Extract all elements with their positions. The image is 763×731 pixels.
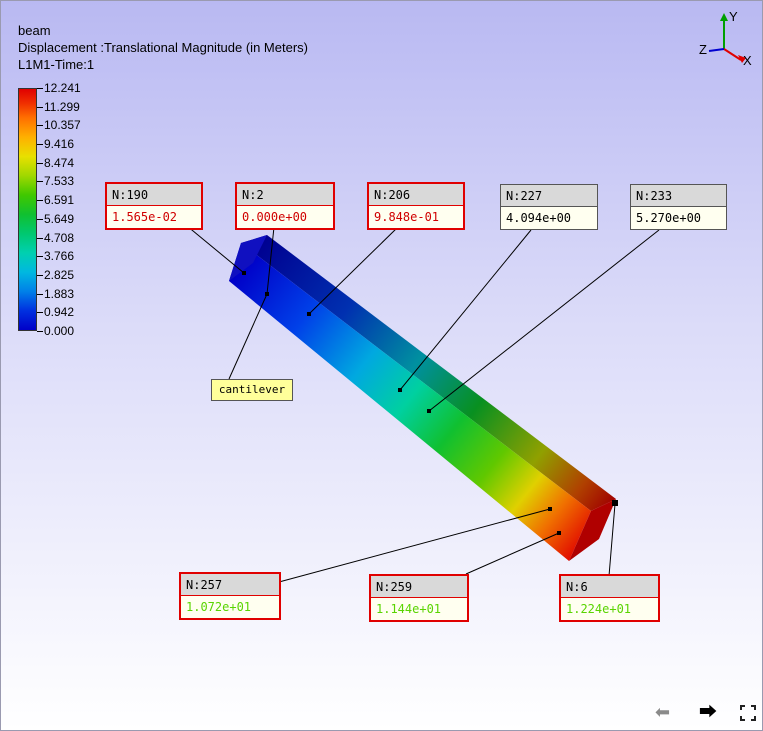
callout-node-id: N:259 — [371, 576, 467, 598]
result-type: Displacement :Translational Magnitude (i… — [18, 40, 308, 55]
callout-node-id: N:257 — [181, 574, 279, 596]
legend-tick-label: 5.649 — [44, 212, 75, 226]
callout-n2[interactable]: N:2 0.000e+00 — [235, 182, 335, 230]
arrow-left-icon[interactable]: ⬅ — [655, 702, 671, 722]
load-case: L1M1-Time:1 — [18, 57, 95, 72]
arrow-right-icon[interactable]: ⮕ — [699, 702, 717, 722]
legend-tick — [37, 256, 43, 257]
legend-tick — [37, 312, 43, 313]
model-name: beam — [18, 23, 51, 38]
legend-tick-label: 7.533 — [44, 174, 75, 188]
callout-value: 5.270e+00 — [631, 207, 726, 229]
legend-tick-label: 4.708 — [44, 231, 75, 245]
legend-tick — [37, 331, 43, 332]
legend-tick-label: 8.474 — [44, 156, 75, 170]
callout-value: 4.094e+00 — [501, 207, 597, 229]
legend-tick — [37, 275, 43, 276]
legend-tick-label: 0.942 — [44, 305, 75, 319]
legend-tick — [37, 219, 43, 220]
expand-icon[interactable] — [739, 704, 757, 722]
beam-top-face — [241, 235, 616, 511]
axis-triad: Y Z X — [699, 9, 752, 68]
legend-tick-label: 1.883 — [44, 287, 75, 301]
callout-n190[interactable]: N:190 1.565e-02 — [105, 182, 203, 230]
callout-n6[interactable]: N:6 1.224e+01 — [559, 574, 660, 622]
callout-value: 9.848e-01 — [369, 206, 463, 228]
callout-value: 1.144e+01 — [371, 598, 467, 620]
callout-value: 1.565e-02 — [107, 206, 201, 228]
legend-tick — [37, 144, 43, 145]
callout-node-id: N:2 — [237, 184, 333, 206]
beam-end-face — [569, 499, 616, 561]
triad-z-label: Z — [699, 42, 707, 57]
beam-fixed-end — [229, 235, 267, 281]
node-markers — [242, 271, 618, 535]
triad-x-label: X — [743, 53, 752, 68]
legend-tick — [37, 238, 43, 239]
callout-value: 1.072e+01 — [181, 596, 279, 618]
legend-tick-label: 11.299 — [44, 100, 80, 114]
callout-node-id: N:233 — [631, 185, 726, 207]
legend-tick — [37, 163, 43, 164]
legend-tick — [37, 125, 43, 126]
callout-n233[interactable]: N:233 5.270e+00 — [630, 184, 727, 230]
color-legend-bar — [18, 88, 37, 331]
callout-n206[interactable]: N:206 9.848e-01 — [367, 182, 465, 230]
callout-value: 1.224e+01 — [561, 598, 658, 620]
legend-tick — [37, 294, 43, 295]
beam-side-face — [229, 243, 591, 561]
legend-tick-label: 12.241 — [44, 81, 81, 95]
triad-y-label: Y — [729, 9, 738, 24]
legend-tick — [37, 107, 43, 108]
callout-value: 0.000e+00 — [237, 206, 333, 228]
legend-tick-label: 2.825 — [44, 268, 75, 282]
legend-tick-label: 0.000 — [44, 324, 75, 338]
leader-lines — [180, 220, 660, 583]
legend-tick-label: 9.416 — [44, 137, 75, 151]
legend-tick-label: 10.357 — [44, 118, 81, 132]
callout-node-id: N:206 — [369, 184, 463, 206]
callout-n227[interactable]: N:227 4.094e+00 — [500, 184, 598, 230]
legend-tick — [37, 181, 43, 182]
annotation-tag[interactable]: cantilever — [211, 379, 293, 401]
callout-n259[interactable]: N:259 1.144e+01 — [369, 574, 469, 622]
legend-tick-label: 3.766 — [44, 249, 75, 263]
callout-n257[interactable]: N:257 1.072e+01 — [179, 572, 281, 620]
callout-node-id: N:190 — [107, 184, 201, 206]
legend-tick — [37, 200, 43, 201]
callout-node-id: N:227 — [501, 185, 597, 207]
legend-tick-label: 6.591 — [44, 193, 75, 207]
legend-tick — [37, 88, 43, 89]
callout-node-id: N:6 — [561, 576, 658, 598]
